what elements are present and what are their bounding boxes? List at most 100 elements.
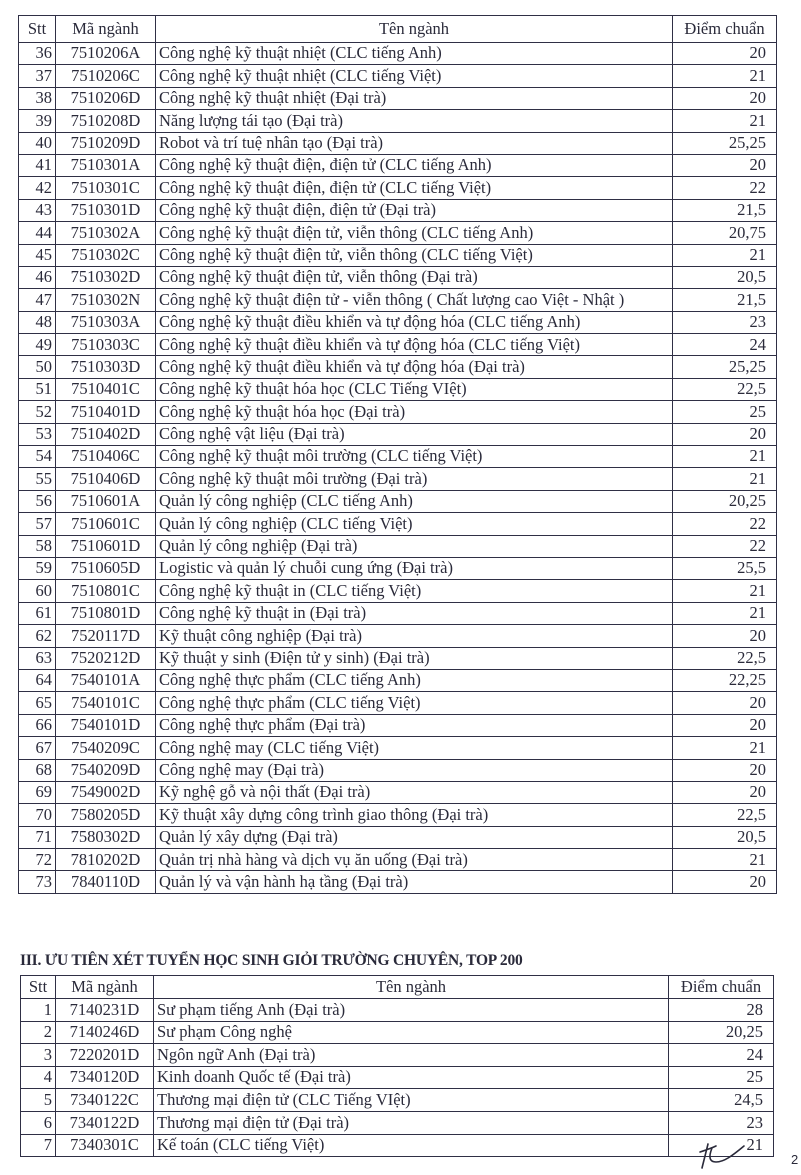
code-cell: 7510302D [55,265,156,290]
code-cell: 7510206A [55,41,156,66]
name-cell: Công nghệ kỹ thuật môi trường (Đại trà) [155,467,673,491]
name-cell: Kỹ thuật công nghiệp (Đại trà) [155,624,673,648]
table-row: 6 7340122D Thương mại điện tử (Đại trà) 23 [20,1110,774,1135]
header-code: Mã ngành [55,975,154,999]
table-row: 49 7510303C Công nghệ kỹ thuật điều khiển … [18,333,777,357]
name-cell: Công nghệ kỹ thuật hóa học (CLC Tiếng VI… [155,377,673,402]
name-cell: Quản lý và vận hành hạ tầng (Đại trà) [155,870,673,894]
stt-cell: 1 [20,998,56,1022]
table-row: 52 7510401D Công nghệ kỹ thuật hóa học (Đạ… [18,400,777,424]
stt-cell: 46 [18,265,56,290]
stt-cell: 36 [18,41,56,66]
table-row: 46 7510302D Công nghệ kỹ thuật điện tử, vi… [18,265,777,290]
stt-cell: 61 [18,601,56,626]
score-cell: 20 [672,153,777,178]
table-row: 60 7510801C Công nghệ kỹ thuật in (CLC tiế… [18,579,777,603]
signature-icon [698,1138,758,1175]
table-row: 66 7540101D Công nghệ thực phẩm (Đại trà) 2… [18,713,777,738]
table-row: 58 7510601D Quản lý công nghiệp (Đại trà) 2… [18,534,777,558]
name-cell: Robot và trí tuệ nhân tạo (Đại trà) [155,131,673,155]
code-cell: 7540101C [55,691,156,715]
score-cell: 20,5 [672,825,777,850]
code-cell: 7340122C [55,1088,154,1112]
table-row: 42 7510301C Công nghệ kỹ thuật điện, điện … [18,176,777,200]
code-cell: 7340122D [55,1110,154,1135]
code-cell: 7510209D [55,131,156,155]
stt-cell: 56 [18,489,56,514]
code-cell: 7510301C [55,176,156,200]
score-cell: 25,5 [672,556,777,581]
stt-cell: 71 [18,825,56,850]
table-row: 45 7510302C Công nghệ kỹ thuật điện tử, vi… [18,243,777,267]
score-cell: 20 [672,86,777,111]
code-cell: 7510301D [55,198,156,223]
code-cell: 7510605D [55,556,156,581]
table-row: 44 7510302A Công nghệ kỹ thuật điện tử, vi… [18,221,777,245]
score-cell: 20 [672,422,777,447]
stt-cell: 49 [18,333,56,357]
score-cell: 22,5 [672,646,777,670]
section-title: III. ƯU TIÊN XÉT TUYỂN HỌC SINH GIỎI TRƯ… [20,952,523,969]
score-cell: 25,25 [672,131,777,155]
score-cell: 20,25 [672,489,777,514]
code-cell: 7510801C [55,579,156,603]
stt-cell: 68 [18,758,56,782]
stt-cell: 70 [18,803,56,827]
name-cell: Công nghệ may (CLC tiếng Việt) [155,736,673,760]
name-cell: Công nghệ kỹ thuật điện, điện tử (CLC ti… [155,153,673,178]
stt-cell: 5 [20,1088,56,1112]
score-cell: 21 [672,109,777,133]
table-row: 73 7840110D Quản lý và vận hành hạ tầng (Đ… [18,870,777,894]
code-cell: 7510401C [55,377,156,402]
table-row: 38 7510206D Công nghệ kỹ thuật nhiệt (Đại … [18,86,777,111]
stt-cell: 3 [20,1043,56,1067]
score-cell: 22,25 [672,668,777,693]
score-cell: 25 [672,400,777,424]
table-body: 1 7140231D Sư phạm tiếng Anh (Đại trà) 28 2 7… [20,998,774,1158]
score-cell: 20,5 [672,265,777,290]
name-cell: Công nghệ kỹ thuật điều khiển và tự động… [155,333,673,357]
stt-cell: 2 [20,1020,56,1045]
score-cell: 24 [672,333,777,357]
table-row: 62 7520117D Kỹ thuật công nghiệp (Đại trà)… [18,624,777,648]
name-cell: Kỹ nghệ gỗ và nội thất (Đại trà) [155,780,673,805]
table-row: 56 7510601A Quản lý công nghiệp (CLC tiếng… [18,489,777,514]
name-cell: Công nghệ kỹ thuật điện tử - viễn thông … [155,288,673,312]
code-cell: 7840110D [55,870,156,894]
stt-cell: 64 [18,668,56,693]
name-cell: Sư phạm Công nghệ [153,1020,669,1045]
score-cell: 22 [672,534,777,558]
score-cell: 21 [672,736,777,760]
code-cell: 7510601D [55,534,156,558]
code-cell: 7510406D [55,467,156,491]
name-cell: Công nghệ thực phẩm (Đại trà) [155,713,673,738]
stt-cell: 42 [18,176,56,200]
header-score: Điểm chuẩn [672,15,777,43]
code-cell: 7510208D [55,109,156,133]
name-cell: Công nghệ kỹ thuật môi trường (CLC tiếng… [155,445,673,469]
code-cell: 7580205D [55,803,156,827]
stt-cell: 48 [18,310,56,335]
stt-cell: 40 [18,131,56,155]
name-cell: Công nghệ kỹ thuật nhiệt (CLC tiếng Việt… [155,64,673,88]
table-row: 41 7510301A Công nghệ kỹ thuật điện, điện … [18,153,777,178]
header-code: Mã ngành [55,15,156,43]
table-row: 61 7510801D Công nghệ kỹ thuật in (Đại trà… [18,601,777,626]
score-cell: 20,25 [668,1020,774,1045]
name-cell: Năng lượng tái tạo (Đại trà) [155,109,673,133]
table-row: 67 7540209C Công nghệ may (CLC tiếng Việt)… [18,736,777,760]
name-cell: Quản lý công nghiệp (Đại trà) [155,534,673,558]
score-cell: 25,25 [672,355,777,379]
code-cell: 7140231D [55,998,154,1022]
name-cell: Công nghệ kỹ thuật in (CLC tiếng Việt) [155,579,673,603]
stt-cell: 53 [18,422,56,447]
code-cell: 7510302A [55,221,156,245]
table-row: 50 7510303D Công nghệ kỹ thuật điều khiển … [18,355,777,379]
stt-cell: 4 [20,1065,56,1090]
table-row: 47 7510302N Công nghệ kỹ thuật điện tử - v… [18,288,777,312]
name-cell: Quản lý xây dựng (Đại trà) [155,825,673,850]
code-cell: 7510801D [55,601,156,626]
table-row: 65 7540101C Công nghệ thực phẩm (CLC tiếng… [18,691,777,715]
stt-cell: 51 [18,377,56,402]
name-cell: Công nghệ may (Đại trà) [155,758,673,782]
